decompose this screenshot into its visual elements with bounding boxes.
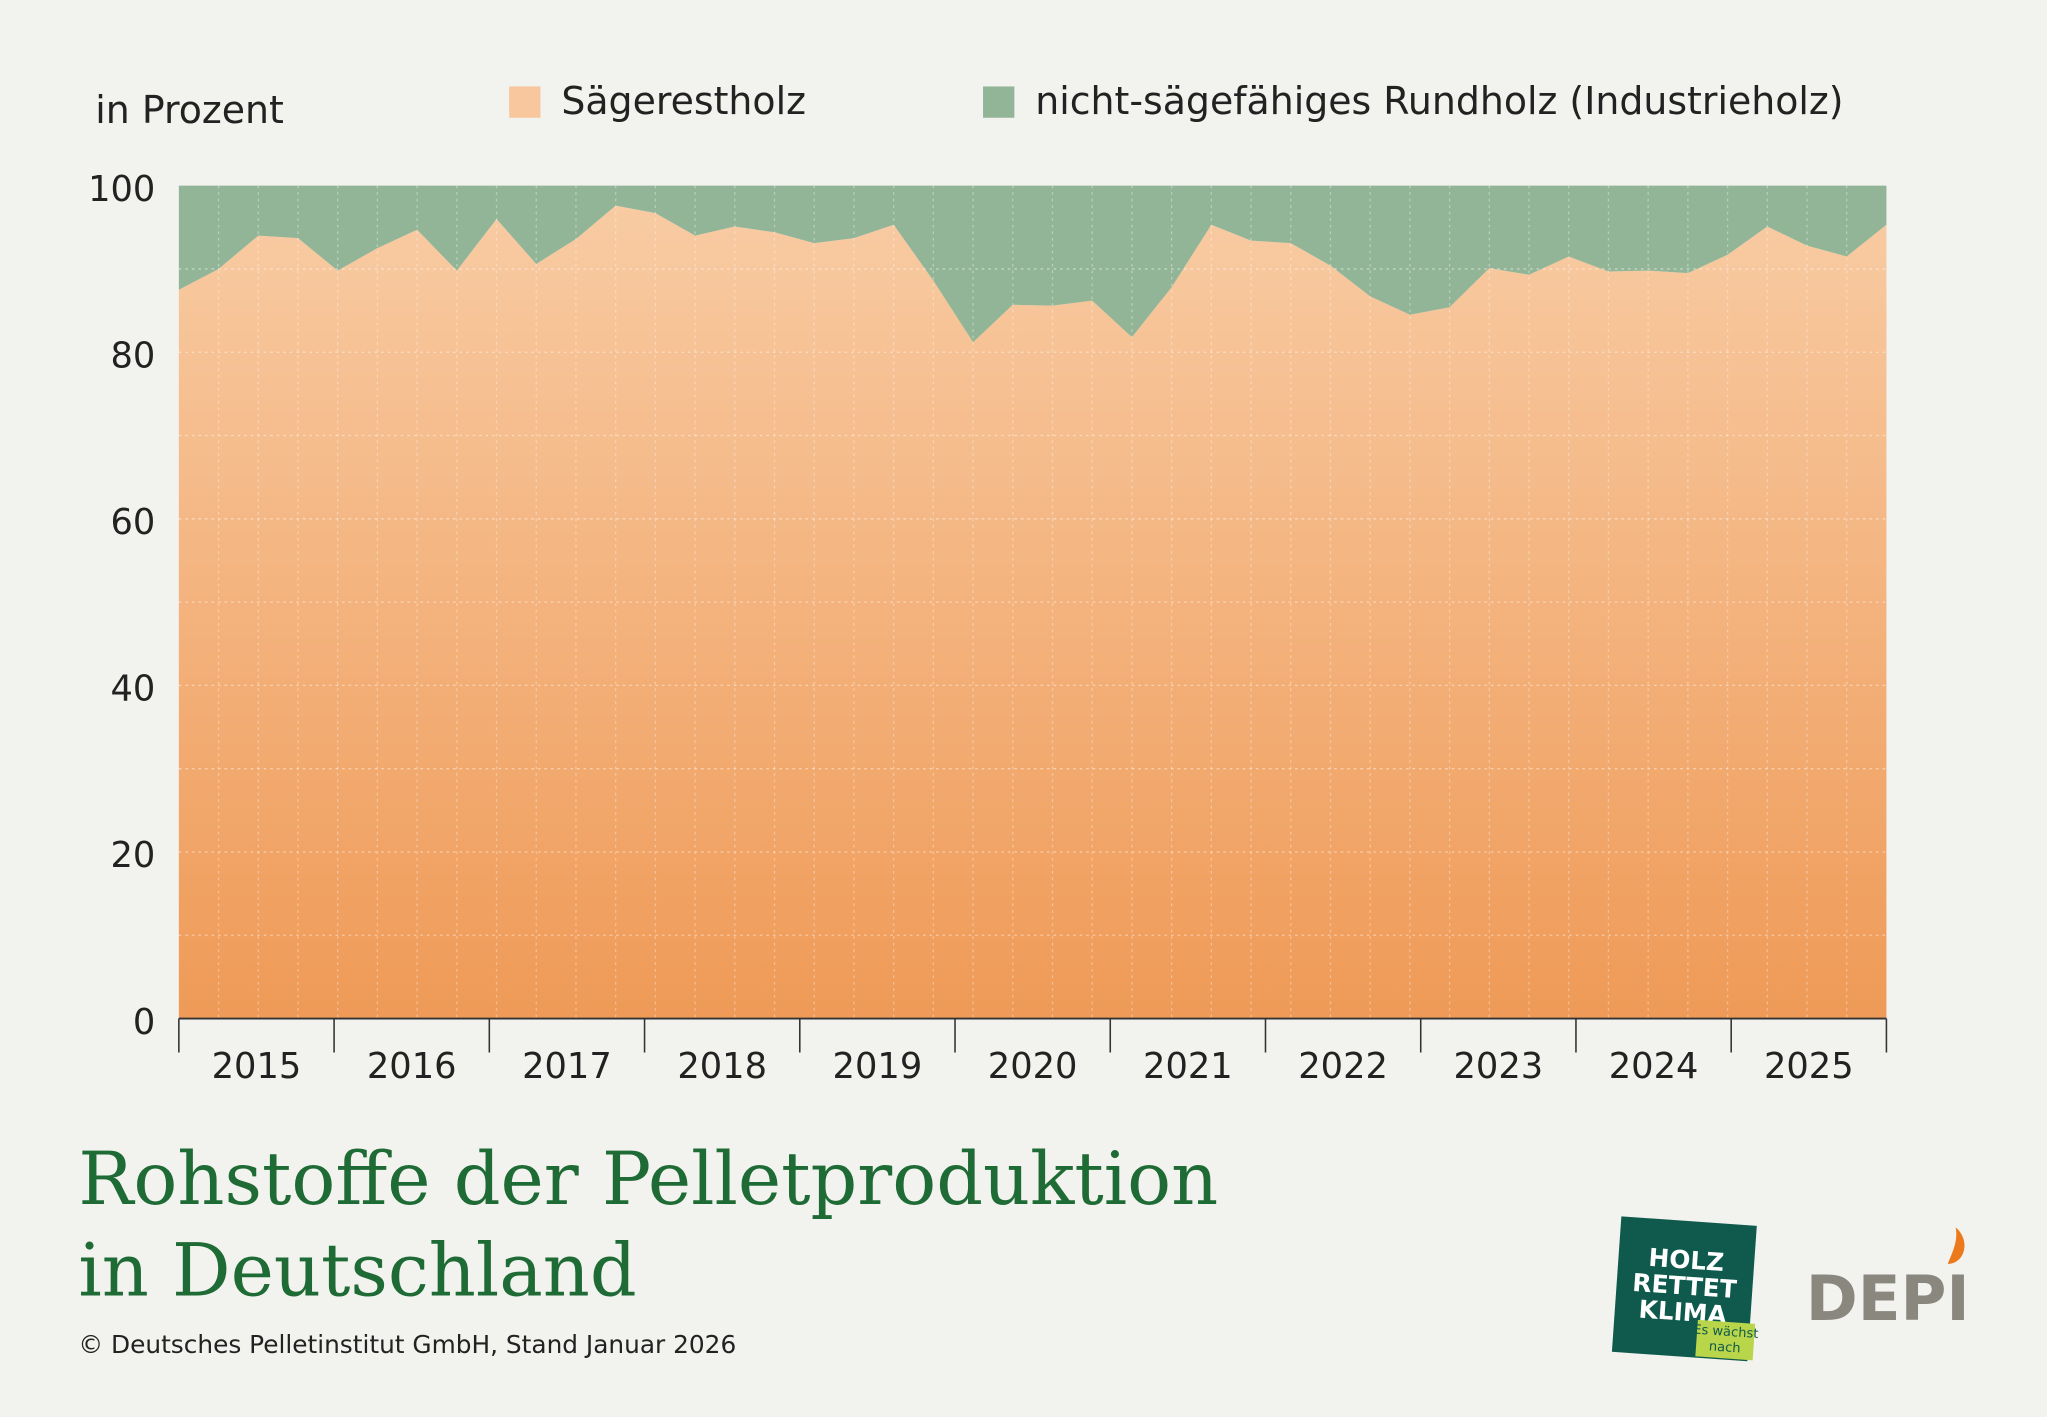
legend-swatch: [983, 86, 1015, 118]
area: [178, 185, 1887, 343]
title-line: Rohstoffe der Pelletproduktion: [78, 1137, 1218, 1222]
y-tick-label: 40: [111, 669, 156, 710]
y-unit-label: in Prozent: [95, 88, 284, 132]
x-tick-label: 2022: [1298, 1046, 1388, 1087]
y-tick-label: 60: [111, 502, 156, 543]
logo-tag-text: Es wächst: [1693, 1323, 1759, 1343]
area: [178, 205, 1887, 1019]
x-tick-label: 2018: [677, 1046, 767, 1087]
logo-tag-text: nach: [1708, 1339, 1741, 1356]
legend-swatch: [509, 86, 541, 118]
title-line: in Deutschland: [78, 1228, 636, 1313]
logo-text: HOLZ: [1648, 1243, 1725, 1277]
x-tick-label: 2016: [367, 1046, 457, 1087]
legend-label: Sägerestholz: [561, 79, 806, 123]
y-tick-label: 0: [133, 1002, 155, 1043]
holz-logo: HOLZ RETTET KLIMA Es wächst nach: [1611, 1216, 1759, 1362]
x-tick-label: 2021: [1143, 1046, 1233, 1087]
x-tick-label: 2019: [833, 1046, 923, 1087]
x-tick-label: 2020: [988, 1046, 1078, 1087]
y-tick-label: 100: [88, 169, 155, 210]
x-tick-label: 2025: [1764, 1046, 1854, 1087]
x-tick-label: 2015: [212, 1046, 302, 1087]
x-tick-label: 2017: [522, 1046, 612, 1087]
legend-label: nicht-sägefähiges Rundholz (Industriehol…: [1035, 79, 1843, 123]
x-tick-label: 2023: [1454, 1046, 1544, 1087]
logo-tag: [1695, 1319, 1756, 1361]
logo-text: RETTET: [1632, 1268, 1738, 1304]
y-tick-label: 20: [111, 835, 156, 876]
x-tick-label: 2024: [1609, 1046, 1699, 1087]
depi-logo: DEPI: [1806, 1262, 1970, 1335]
y-tick-label: 80: [111, 335, 156, 376]
source: © Deutsches Pelletinstitut GmbH, Stand J…: [78, 1330, 736, 1359]
depi-flame: [1947, 1227, 1965, 1264]
